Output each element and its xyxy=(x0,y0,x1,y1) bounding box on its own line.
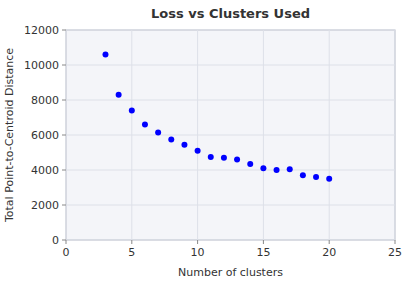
y-tick-label: 0 xyxy=(52,234,59,247)
x-tick-label: 5 xyxy=(128,246,135,259)
point xyxy=(260,165,266,171)
point xyxy=(129,108,135,114)
x-tick-label: 20 xyxy=(322,246,336,259)
chart-container: 0 5 10 15 20 25 0 2000 4000 6000 8000 10000 12000 Los… xyxy=(0,0,409,284)
y-grid-line xyxy=(66,135,395,136)
point xyxy=(181,142,187,148)
point xyxy=(168,136,174,142)
point xyxy=(195,148,201,154)
point xyxy=(287,166,293,172)
point xyxy=(142,122,148,128)
chart-svg: 0 5 10 15 20 25 0 2000 4000 6000 8000 10000 12000 Los… xyxy=(0,0,409,284)
x-tick xyxy=(329,240,330,244)
y-tick-label: 2000 xyxy=(31,199,59,212)
point xyxy=(247,161,253,167)
y-grid-line xyxy=(66,65,395,66)
plot-area xyxy=(66,30,395,240)
x-tick-label: 15 xyxy=(256,246,270,259)
y-tick xyxy=(62,100,66,101)
axes: 0 5 10 15 20 25 0 2000 4000 6000 8000 10000 12000 xyxy=(24,24,402,259)
point xyxy=(234,157,240,163)
x-tick xyxy=(66,240,67,244)
point xyxy=(313,174,319,180)
point xyxy=(155,129,161,135)
y-tick xyxy=(62,240,66,241)
y-tick-label: 4000 xyxy=(31,164,59,177)
point xyxy=(116,92,122,98)
point xyxy=(274,167,280,173)
y-grid-line xyxy=(66,240,395,241)
x-tick xyxy=(263,240,264,244)
y-grid-line xyxy=(66,170,395,171)
y-tick xyxy=(62,170,66,171)
x-tick-label: 0 xyxy=(63,246,70,259)
x-tick-label: 10 xyxy=(191,246,205,259)
y-tick xyxy=(62,205,66,206)
y-tick-label: 10000 xyxy=(24,59,59,72)
y-grid-line xyxy=(66,100,395,101)
x-tick xyxy=(395,240,396,244)
y-tick xyxy=(62,135,66,136)
y-tick xyxy=(62,30,66,31)
y-tick-label: 6000 xyxy=(31,129,59,142)
point xyxy=(208,154,214,160)
point xyxy=(300,172,306,178)
point xyxy=(326,176,332,182)
point xyxy=(102,52,108,58)
y-grid-line xyxy=(66,205,395,206)
y-axis-label: Total Point-to-Centroid Distance xyxy=(3,48,16,223)
chart-title: Loss vs Clusters Used xyxy=(151,6,310,21)
x-tick-label: 25 xyxy=(388,246,402,259)
grid xyxy=(66,30,395,240)
y-grid-line xyxy=(66,30,395,31)
y-tick-label: 8000 xyxy=(31,94,59,107)
y-tick-label: 12000 xyxy=(24,24,59,37)
x-tick xyxy=(131,240,132,244)
x-axis-label: Number of clusters xyxy=(178,266,283,279)
x-tick xyxy=(197,240,198,244)
point xyxy=(221,155,227,161)
points xyxy=(102,52,332,182)
y-tick xyxy=(62,65,66,66)
